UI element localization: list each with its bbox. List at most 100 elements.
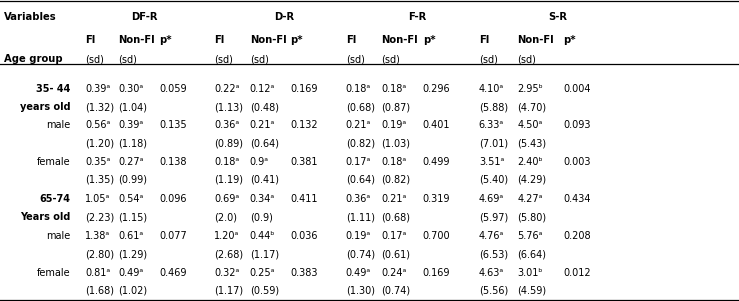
Text: 0.296: 0.296 (423, 84, 450, 94)
Text: 0.003: 0.003 (563, 157, 590, 166)
Text: 0.54ᵃ: 0.54ᵃ (118, 194, 143, 204)
Text: (0.68): (0.68) (346, 102, 375, 112)
Text: (5.40): (5.40) (479, 175, 508, 185)
Text: (0.99): (0.99) (118, 175, 147, 185)
Text: (1.29): (1.29) (118, 249, 147, 259)
Text: male: male (46, 231, 70, 241)
Text: (1.15): (1.15) (118, 212, 147, 222)
Text: (0.68): (0.68) (381, 212, 410, 222)
Text: Non-Fl: Non-Fl (118, 35, 155, 45)
Text: 0.49ᵃ: 0.49ᵃ (346, 268, 371, 278)
Text: p*: p* (423, 35, 435, 45)
Text: male: male (46, 120, 70, 130)
Text: 0.25ᵃ: 0.25ᵃ (250, 268, 275, 278)
Text: 0.36ᵃ: 0.36ᵃ (346, 194, 371, 204)
Text: (6.64): (6.64) (517, 249, 546, 259)
Text: 0.004: 0.004 (563, 84, 590, 94)
Text: Fl: Fl (346, 35, 356, 45)
Text: 0.30ᵃ: 0.30ᵃ (118, 84, 143, 94)
Text: 0.34ᵃ: 0.34ᵃ (250, 194, 275, 204)
Text: (2.68): (2.68) (214, 249, 243, 259)
Text: 4.27ᵃ: 4.27ᵃ (517, 194, 542, 204)
Text: 0.61ᵃ: 0.61ᵃ (118, 231, 143, 241)
Text: 35- 44: 35- 44 (35, 84, 70, 94)
Text: 0.411: 0.411 (290, 194, 318, 204)
Text: (1.19): (1.19) (214, 175, 243, 185)
Text: p*: p* (563, 35, 576, 45)
Text: D-R: D-R (274, 12, 295, 22)
Text: (0.89): (0.89) (214, 138, 243, 148)
Text: (sd): (sd) (479, 54, 498, 64)
Text: female: female (36, 268, 70, 278)
Text: DF-R: DF-R (131, 12, 157, 22)
Text: 0.9ᵃ: 0.9ᵃ (250, 157, 269, 166)
Text: 65-74: 65-74 (39, 194, 70, 204)
Text: (1.20): (1.20) (85, 138, 114, 148)
Text: 0.208: 0.208 (563, 231, 590, 241)
Text: (7.01): (7.01) (479, 138, 508, 148)
Text: 0.21ᵃ: 0.21ᵃ (346, 120, 371, 130)
Text: Fl: Fl (85, 35, 95, 45)
Text: 3.01ᵇ: 3.01ᵇ (517, 268, 543, 278)
Text: 0.39ᵃ: 0.39ᵃ (118, 120, 143, 130)
Text: (sd): (sd) (118, 54, 137, 64)
Text: (sd): (sd) (250, 54, 269, 64)
Text: 0.700: 0.700 (423, 231, 450, 241)
Text: S-R: S-R (548, 12, 568, 22)
Text: (6.53): (6.53) (479, 249, 508, 259)
Text: (1.32): (1.32) (85, 102, 114, 112)
Text: 0.21ᵃ: 0.21ᵃ (250, 120, 275, 130)
Text: 0.401: 0.401 (423, 120, 450, 130)
Text: F-R: F-R (409, 12, 426, 22)
Text: (0.82): (0.82) (381, 175, 410, 185)
Text: 2.95ᵇ: 2.95ᵇ (517, 84, 543, 94)
Text: 0.56ᵃ: 0.56ᵃ (85, 120, 110, 130)
Text: 0.135: 0.135 (159, 120, 186, 130)
Text: 0.138: 0.138 (159, 157, 186, 166)
Text: 5.76ᵃ: 5.76ᵃ (517, 231, 542, 241)
Text: 0.27ᵃ: 0.27ᵃ (118, 157, 143, 166)
Text: (0.87): (0.87) (381, 102, 410, 112)
Text: 0.81ᵃ: 0.81ᵃ (85, 268, 110, 278)
Text: Age group: Age group (4, 54, 62, 64)
Text: (0.41): (0.41) (250, 175, 279, 185)
Text: 0.44ᵇ: 0.44ᵇ (250, 231, 276, 241)
Text: 0.12ᵃ: 0.12ᵃ (250, 84, 275, 94)
Text: (1.30): (1.30) (346, 286, 375, 296)
Text: 1.05ᵃ: 1.05ᵃ (85, 194, 110, 204)
Text: (0.74): (0.74) (346, 249, 375, 259)
Text: 0.21ᵃ: 0.21ᵃ (381, 194, 406, 204)
Text: p*: p* (290, 35, 303, 45)
Text: (5.56): (5.56) (479, 286, 508, 296)
Text: (1.17): (1.17) (214, 286, 243, 296)
Text: 4.69ᵃ: 4.69ᵃ (479, 194, 504, 204)
Text: (0.82): (0.82) (346, 138, 375, 148)
Text: (0.64): (0.64) (346, 175, 375, 185)
Text: 0.077: 0.077 (159, 231, 187, 241)
Text: Years old: Years old (20, 212, 70, 222)
Text: 4.63ᵃ: 4.63ᵃ (479, 268, 504, 278)
Text: 0.381: 0.381 (290, 157, 318, 166)
Text: (4.29): (4.29) (517, 175, 546, 185)
Text: 0.18ᵃ: 0.18ᵃ (381, 157, 406, 166)
Text: 0.69ᵃ: 0.69ᵃ (214, 194, 239, 204)
Text: female: female (36, 157, 70, 166)
Text: (5.97): (5.97) (479, 212, 508, 222)
Text: 0.22ᵃ: 0.22ᵃ (214, 84, 239, 94)
Text: 0.096: 0.096 (159, 194, 186, 204)
Text: (0.64): (0.64) (250, 138, 279, 148)
Text: (0.74): (0.74) (381, 286, 410, 296)
Text: (sd): (sd) (517, 54, 537, 64)
Text: 0.19ᵃ: 0.19ᵃ (381, 120, 406, 130)
Text: 4.50ᵃ: 4.50ᵃ (517, 120, 542, 130)
Text: 0.19ᵃ: 0.19ᵃ (346, 231, 371, 241)
Text: 0.169: 0.169 (290, 84, 318, 94)
Text: (2.0): (2.0) (214, 212, 237, 222)
Text: (sd): (sd) (346, 54, 365, 64)
Text: (0.59): (0.59) (250, 286, 279, 296)
Text: (2.23): (2.23) (85, 212, 115, 222)
Text: 4.10ᵃ: 4.10ᵃ (479, 84, 504, 94)
Text: 4.76ᵃ: 4.76ᵃ (479, 231, 504, 241)
Text: (sd): (sd) (85, 54, 104, 64)
Text: p*: p* (159, 35, 171, 45)
